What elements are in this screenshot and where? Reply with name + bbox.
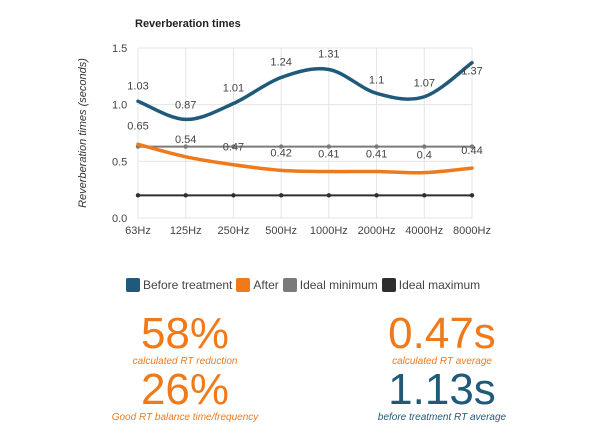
data-label-before: 0.87 [175,99,196,111]
legend-item-before[interactable]: Before treatment [126,278,232,292]
data-label-after: 0.47 [223,142,244,154]
legend-item-ideal-maximum[interactable]: Ideal maximum [381,278,481,292]
legend-label-after: After [253,278,279,292]
y-axis-label: Reverberation times (seconds) [77,58,89,208]
series-point [469,193,475,198]
chart-title: Reverberation times [135,18,241,30]
stat-rt-balance-label: Good RT balance time/frequency [111,412,259,423]
series-point [278,193,284,198]
data-label-after: 0.42 [270,147,291,159]
y-tick-label: 1.5 [112,43,127,55]
legend-swatch-ideal-maximum [381,278,396,292]
y-tick-label: 0.0 [112,213,127,225]
y-tick-label: 0.5 [112,156,127,168]
data-label-after: 0.54 [175,134,196,146]
data-label-before: 1.03 [127,80,148,92]
series-point [374,193,379,198]
stat-before-average-label: before treatment RT average [377,412,507,423]
legend-item-ideal-minimum[interactable]: Ideal minimum [282,278,378,292]
x-tick-label: 250Hz [218,225,250,237]
series-line-after [136,142,474,175]
stat-before-average: 1.13s before treatment RT average [372,365,512,424]
stat-rt-reduction: 58% calculated RT reduction [115,309,255,368]
stat-rt-reduction-value: 58% [140,309,230,358]
x-tick-label: 500Hz [265,225,297,237]
series-point [326,193,332,198]
x-tick-label: 125Hz [170,225,202,237]
reverberation-chart: 0.0 0.5 1.0 1.5 63Hz 125Hz 250Hz 500Hz 1000Hz 200… [77,43,491,237]
series-point [231,144,236,149]
data-label-after: 0.44 [461,145,482,157]
series-point [183,193,188,198]
data-label-before: 1.01 [223,83,244,95]
x-tick-label: 63Hz [125,225,151,237]
stat-rt-balance-value: 26% [140,365,230,414]
data-label-before: 1.1 [369,74,384,86]
chart-legend: Before treatment After Ideal minimum Ide… [126,278,484,292]
stat-rt-balance: 26% Good RT balance time/frequency [100,365,270,424]
data-label-after: 0.41 [366,149,387,161]
series-line-before-treatment [136,60,474,122]
stat-before-average-value: 1.13s [388,365,496,414]
x-tick-label: 1000Hz [310,225,348,237]
y-tick-label: 1.0 [112,100,127,112]
legend-swatch-after [236,278,251,292]
data-label-after: 0.4 [417,150,432,162]
stat-rt-reduction-label: calculated RT reduction [132,356,238,367]
legend-item-after[interactable]: After [236,278,279,292]
series-point [326,144,332,149]
x-tick-label: 4000Hz [405,225,443,237]
series-point [278,144,284,149]
legend-swatch-before [126,278,140,292]
series-point [422,144,427,149]
data-label-before: 1.37 [461,66,482,78]
series-point [374,144,379,149]
series-point [183,144,188,149]
series-point [422,193,427,198]
series-point [469,144,475,149]
series-point [231,193,236,198]
stat-rt-average-value: 0.47s [388,309,496,358]
series-point [135,193,141,198]
legend-swatch-ideal-minimum [282,278,297,292]
data-label-before: 1.24 [270,56,291,68]
stat-rt-average-label: calculated RT average [392,356,492,367]
x-tick-label: 2000Hz [358,225,396,237]
legend-label-ideal-minimum: Ideal minimum [299,278,378,292]
data-label-before: 1.07 [414,78,435,90]
data-label-before: 1.31 [318,49,339,61]
data-label-after: 0.41 [318,149,339,161]
legend-label-ideal-maximum: Ideal maximum [398,278,481,292]
x-tick-label: 8000Hz [453,225,491,237]
legend-label-before: Before treatment [143,278,233,292]
data-label-after: 0.65 [127,120,148,132]
stat-rt-average: 0.47s calculated RT average [372,309,512,368]
